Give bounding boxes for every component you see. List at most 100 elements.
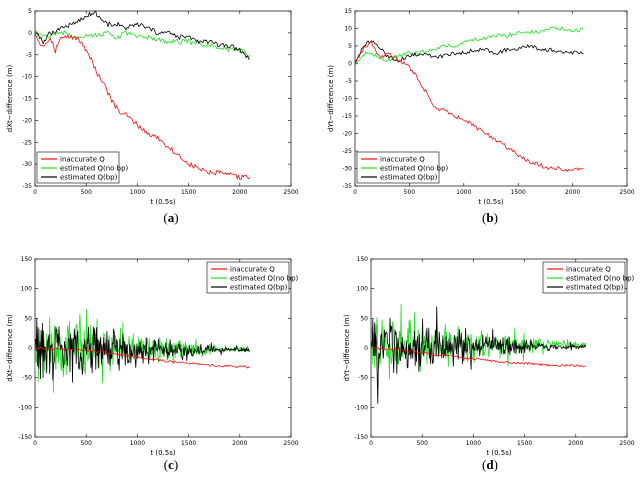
y-tick-label: 0 bbox=[28, 30, 32, 37]
y-tick-label: -150 bbox=[354, 434, 368, 441]
series-line-0 bbox=[371, 346, 587, 368]
y-tick-label: -50 bbox=[22, 375, 32, 382]
y-tick-label: -25 bbox=[22, 139, 32, 146]
series-line-2 bbox=[35, 318, 251, 383]
y-tick-label: -15 bbox=[342, 113, 352, 120]
series-line-1 bbox=[355, 26, 584, 65]
y-tick-label: -35 bbox=[22, 183, 32, 190]
x-axis-label: t (0.5s) bbox=[150, 449, 175, 457]
y-tick-label: -20 bbox=[22, 117, 32, 124]
y-tick-label: 100 bbox=[357, 286, 369, 293]
x-tick-label: 500 bbox=[404, 189, 416, 196]
y-tick-label: 0 bbox=[348, 61, 352, 68]
legend-entry: inaccurate Q bbox=[60, 156, 105, 164]
x-tick-label: 2500 bbox=[619, 189, 634, 196]
y-tick-label: 15 bbox=[344, 8, 352, 15]
series-line-0 bbox=[35, 33, 251, 180]
y-tick-label: 150 bbox=[21, 256, 33, 263]
x-tick-label: 1500 bbox=[517, 440, 532, 447]
panel-label-c: (c) bbox=[164, 457, 178, 472]
x-axis-label: t (0.5s) bbox=[478, 198, 503, 206]
x-tick-label: 1000 bbox=[130, 440, 145, 447]
legend-entry: estimated Q(bp) bbox=[380, 174, 438, 182]
y-tick-label: 100 bbox=[21, 286, 33, 293]
panel-label-b: (b) bbox=[482, 210, 498, 225]
y-tick-label: -10 bbox=[22, 74, 32, 81]
legend-entry: estimated Q(no bp) bbox=[60, 165, 129, 173]
y-tick-label: -30 bbox=[342, 166, 352, 173]
legend-entry: inaccurate Q bbox=[230, 266, 275, 274]
series-line-2 bbox=[371, 306, 587, 404]
legend-entry: inaccurate Q bbox=[566, 266, 611, 274]
y-axis-label: dXt−difference (m) bbox=[6, 314, 14, 382]
x-tick-label: 2500 bbox=[619, 440, 634, 447]
legend-entry: estimated Q(bp) bbox=[566, 284, 624, 292]
x-tick-label: 0 bbox=[33, 189, 37, 196]
x-tick-label: 500 bbox=[80, 440, 92, 447]
x-tick-label: 500 bbox=[416, 440, 428, 447]
y-tick-label: 5 bbox=[348, 43, 352, 50]
y-tick-label: -20 bbox=[342, 131, 352, 138]
x-tick-label: 1500 bbox=[511, 189, 526, 196]
chart-panel-a: 0 500 1000 1500 2000 2500 5 0 -5 -10 -15 -20 -25 -30 -… bbox=[6, 8, 299, 206]
x-tick-label: 1500 bbox=[181, 440, 196, 447]
legend-entry: inaccurate Q bbox=[380, 156, 425, 164]
x-tick-label: 2500 bbox=[283, 189, 298, 196]
y-axis-label: dYt−difference (m) bbox=[327, 65, 335, 132]
y-axis-label: dXt−difference (m) bbox=[6, 64, 14, 132]
series-line-0 bbox=[355, 40, 584, 172]
y-tick-label: -5 bbox=[346, 78, 352, 85]
y-tick-label: -5 bbox=[26, 52, 32, 59]
x-tick-label: 0 bbox=[33, 440, 37, 447]
x-tick-label: 0 bbox=[369, 440, 373, 447]
x-tick-label: 1500 bbox=[181, 189, 196, 196]
y-tick-label: -150 bbox=[18, 434, 32, 441]
chart-panel-c: 0 500 1000 1500 2000 2500150100500-50-100-150… bbox=[6, 256, 299, 457]
x-tick-label: 1000 bbox=[130, 189, 145, 196]
y-tick-label: 150 bbox=[357, 256, 369, 263]
legend-entry: estimated Q(no bp) bbox=[566, 275, 635, 283]
series-group bbox=[35, 308, 251, 393]
y-tick-label: -35 bbox=[342, 183, 352, 190]
legend-entry: estimated Q(no bp) bbox=[380, 165, 449, 173]
y-tick-label: 50 bbox=[24, 315, 32, 322]
x-tick-label: 0 bbox=[353, 189, 357, 196]
y-tick-label: -10 bbox=[342, 96, 352, 103]
x-tick-label: 1000 bbox=[456, 189, 471, 196]
x-tick-label: 2000 bbox=[232, 440, 247, 447]
x-axis-label: t (0.5s) bbox=[486, 449, 511, 457]
x-tick-label: 2500 bbox=[283, 440, 298, 447]
x-tick-label: 2000 bbox=[568, 440, 583, 447]
chart-panel-d: 0 500 1000 1500 2000 2500150100500-50-100-150… bbox=[343, 256, 635, 457]
y-tick-label: -100 bbox=[18, 404, 32, 411]
y-tick-label: -25 bbox=[342, 148, 352, 155]
series-line-2 bbox=[35, 11, 250, 60]
legend-entry: estimated Q(bp) bbox=[230, 284, 288, 292]
legend-entry: estimated Q(no bp) bbox=[230, 275, 299, 283]
y-tick-label: -100 bbox=[354, 404, 368, 411]
x-tick-label: 2000 bbox=[232, 189, 247, 196]
series-group bbox=[371, 303, 587, 404]
chart-panel-b: 0 500 1000 1500 2000 2500 15 10 5 0 -5 -10 -15 -20 -25… bbox=[327, 8, 635, 206]
y-tick-label: 10 bbox=[344, 26, 352, 33]
y-tick-label: -15 bbox=[22, 96, 32, 103]
panel-label-d: (d) bbox=[482, 457, 498, 472]
series-group bbox=[355, 26, 584, 172]
y-axis-label: dYt−difference (m) bbox=[343, 314, 351, 381]
x-axis-label: t (0.5s) bbox=[150, 198, 175, 206]
y-tick-label: -50 bbox=[358, 375, 368, 382]
y-tick-label: 0 bbox=[364, 345, 368, 352]
y-tick-label: 5 bbox=[28, 8, 32, 15]
y-tick-label: 0 bbox=[28, 345, 32, 352]
x-tick-label: 2000 bbox=[565, 189, 580, 196]
x-tick-label: 500 bbox=[80, 189, 92, 196]
y-tick-label: -30 bbox=[22, 161, 32, 168]
series-line-0 bbox=[35, 346, 250, 369]
series-group bbox=[35, 11, 251, 180]
legend-entry: estimated Q(bp) bbox=[60, 174, 118, 182]
